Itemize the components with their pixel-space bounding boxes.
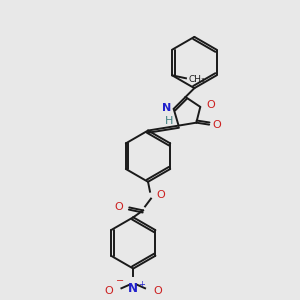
Text: −: − <box>116 276 124 286</box>
Text: O: O <box>153 286 162 296</box>
Text: O: O <box>156 190 165 200</box>
Text: N: N <box>162 103 171 113</box>
Text: H: H <box>164 116 173 126</box>
Text: +: + <box>138 280 145 290</box>
Text: O: O <box>105 286 113 296</box>
Text: N: N <box>128 282 138 296</box>
Text: CH₃: CH₃ <box>189 75 206 84</box>
Text: O: O <box>212 120 221 130</box>
Text: O: O <box>206 100 215 110</box>
Text: O: O <box>115 202 123 212</box>
